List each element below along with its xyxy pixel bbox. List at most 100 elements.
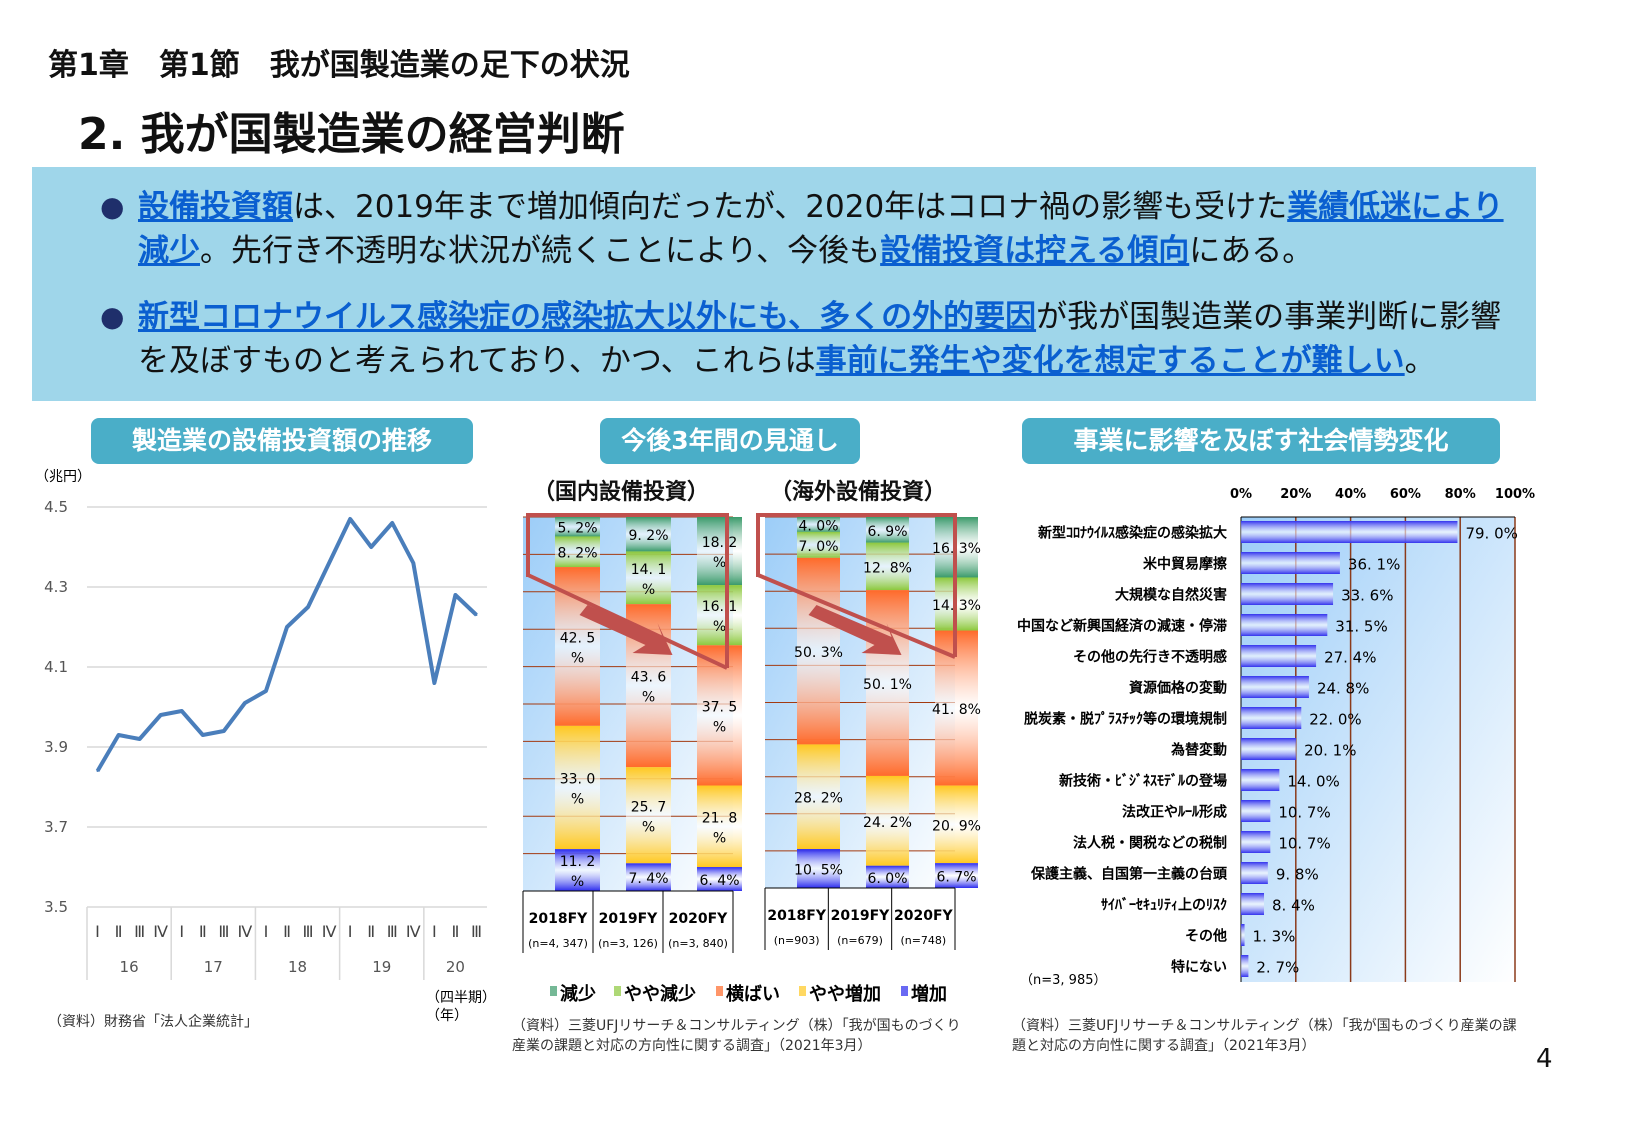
data-point	[454, 594, 457, 596]
x-tick-year: 19	[372, 958, 391, 976]
data-label: 33. 0	[560, 772, 596, 788]
bar	[1241, 862, 1268, 884]
category-label: 米中貿易摩擦	[1143, 556, 1227, 573]
data-label: 16. 1	[702, 599, 738, 615]
bar-segment	[935, 785, 978, 864]
bullet-dot-icon: ●	[100, 300, 125, 333]
bullet-text: 設備投資額は、2019年まで増加傾向だったが、2020年はコロナ禍の影響も受けた…	[138, 185, 1520, 273]
bar-segment	[866, 865, 909, 888]
bar-segment	[866, 542, 909, 591]
category-label: 特にない	[1171, 959, 1227, 976]
x-tick-quarter: Ⅲ	[471, 922, 482, 941]
legend-label: 減少	[560, 983, 596, 1005]
data-label: 20. 1%	[1304, 742, 1356, 760]
x-tick-label: 60%	[1390, 487, 1421, 502]
bar-segment	[555, 536, 600, 568]
bar-segment	[697, 867, 742, 891]
data-label: 42. 5	[560, 630, 596, 646]
data-point	[138, 738, 141, 740]
bullet-1: ● 設備投資額は、2019年まで増加傾向だったが、2020年はコロナ禍の影響も受け…	[100, 185, 1520, 273]
category-label: 資源価格の変動	[1129, 680, 1227, 697]
legend-swatch	[614, 986, 621, 996]
data-label: 37. 5	[702, 699, 738, 715]
summary-box: ● 設備投資額は、2019年まで増加傾向だったが、2020年はコロナ禍の影響も受け…	[32, 167, 1536, 401]
category-label: ｻｲﾊﾞｰｾｷｭﾘﾃｨ上のﾘｽｸ	[1101, 897, 1227, 914]
data-label: 36. 1%	[1348, 556, 1400, 574]
data-point	[328, 562, 331, 564]
x-tick-quarter: Ⅰ	[264, 922, 269, 941]
bar	[1241, 521, 1458, 543]
bar-segment	[555, 517, 600, 537]
category-label: 中国など新興国経済の減速・停滞	[1017, 618, 1227, 635]
x-tick-year: 16	[120, 958, 139, 976]
category-label: 法改正やﾙｰﾙ形成	[1122, 804, 1227, 821]
data-point	[412, 562, 415, 564]
bullet-segment: 。	[1404, 343, 1436, 379]
data-label: 50. 1%	[863, 677, 912, 693]
panel-title-social-change: 事業に影響を及ぼす社会情勢変化	[1022, 418, 1500, 464]
page-title: 2. 我が国製造業の経営判断	[78, 109, 625, 160]
data-label: 5. 2%	[557, 521, 597, 537]
bar	[1241, 769, 1280, 791]
bar	[1241, 955, 1249, 977]
legend-swatch	[550, 986, 557, 996]
data-label: 7. 4%	[628, 871, 668, 887]
data-label: 31. 5%	[1335, 618, 1387, 636]
data-label: 6. 9%	[867, 524, 907, 540]
data-point	[159, 714, 162, 716]
x-tick-label: 100%	[1495, 487, 1535, 502]
bar	[1241, 614, 1328, 636]
bar	[1241, 676, 1309, 698]
data-label: 10. 5%	[794, 863, 843, 879]
x-tick-quarter: Ⅰ	[348, 922, 353, 941]
data-label: 2. 7%	[1256, 959, 1299, 977]
data-label: 14. 0%	[1287, 773, 1339, 791]
down-arrow-icon	[579, 605, 673, 655]
bullet-2: ● 新型コロナウイルス感染症の感染拡大以外にも、多くの外的要因が我が国製造業の事業…	[100, 295, 1520, 383]
data-label: 1. 3%	[1253, 928, 1296, 946]
data-label: %	[713, 719, 726, 735]
bar-segment	[797, 517, 840, 532]
bar-segment	[797, 744, 840, 850]
y-tick-label: 3.5	[44, 898, 68, 916]
data-point	[243, 702, 246, 704]
x-tick-label: 2019FY	[599, 911, 659, 927]
sample-size: (n=748)	[900, 934, 946, 947]
emphasis-text: 業績低迷により減少	[138, 189, 1504, 269]
sample-size: (n=3, 126)	[598, 937, 658, 950]
data-point	[475, 614, 478, 616]
left-source: （資料）財務省「法人企業統計」	[48, 1014, 258, 1030]
data-label: 21. 8	[702, 810, 738, 826]
bar-segment	[626, 767, 671, 864]
y-tick-label: 4.1	[44, 658, 68, 676]
data-label: 12. 8%	[863, 560, 912, 576]
category-label: 新技術・ﾋﾞｼﾞﾈｽﾓﾃﾞﾙの登場	[1059, 773, 1227, 790]
bullet-segment: は、2019年まで増加傾向だったが、2020年はコロナ禍の影響も受けた	[293, 189, 1288, 225]
x-tick-year: 20	[446, 958, 465, 976]
panel-title-outlook: 今後3年間の見通し	[600, 418, 860, 464]
bar-segment	[555, 849, 600, 891]
legend-label: やや増加	[809, 983, 881, 1005]
x-tick-label: 0%	[1230, 487, 1252, 502]
category-label: 新型ｺﾛﾅｳｲﾙｽ感染症の感染拡大	[1038, 525, 1227, 542]
chapter-heading: 第1章 第1節 我が国製造業の足下の状況	[48, 48, 630, 83]
x-tick-label: 2019FY	[831, 908, 891, 924]
emphasis-text: 新型コロナウイルス感染症の感染拡大以外にも、多くの外的要因	[138, 299, 1037, 335]
bar-segment	[555, 725, 600, 850]
x-tick-label: 40%	[1335, 487, 1366, 502]
x-tick-quarter: Ⅳ	[238, 922, 253, 941]
data-label: 8. 2%	[557, 546, 597, 562]
data-label: 79. 0%	[1465, 525, 1517, 543]
data-label: %	[642, 819, 655, 835]
bar-segment	[797, 531, 840, 558]
data-label: 41. 8%	[932, 702, 981, 718]
data-point	[286, 626, 288, 628]
data-label: 25. 7	[631, 799, 667, 815]
x-tick-label: 2018FY	[767, 908, 827, 924]
sample-size: (n=3, 840)	[668, 937, 728, 950]
data-point	[117, 734, 120, 736]
bar-segment	[555, 567, 600, 726]
data-label: 4. 0%	[798, 518, 838, 534]
bar	[1241, 800, 1271, 822]
data-point	[222, 730, 225, 732]
